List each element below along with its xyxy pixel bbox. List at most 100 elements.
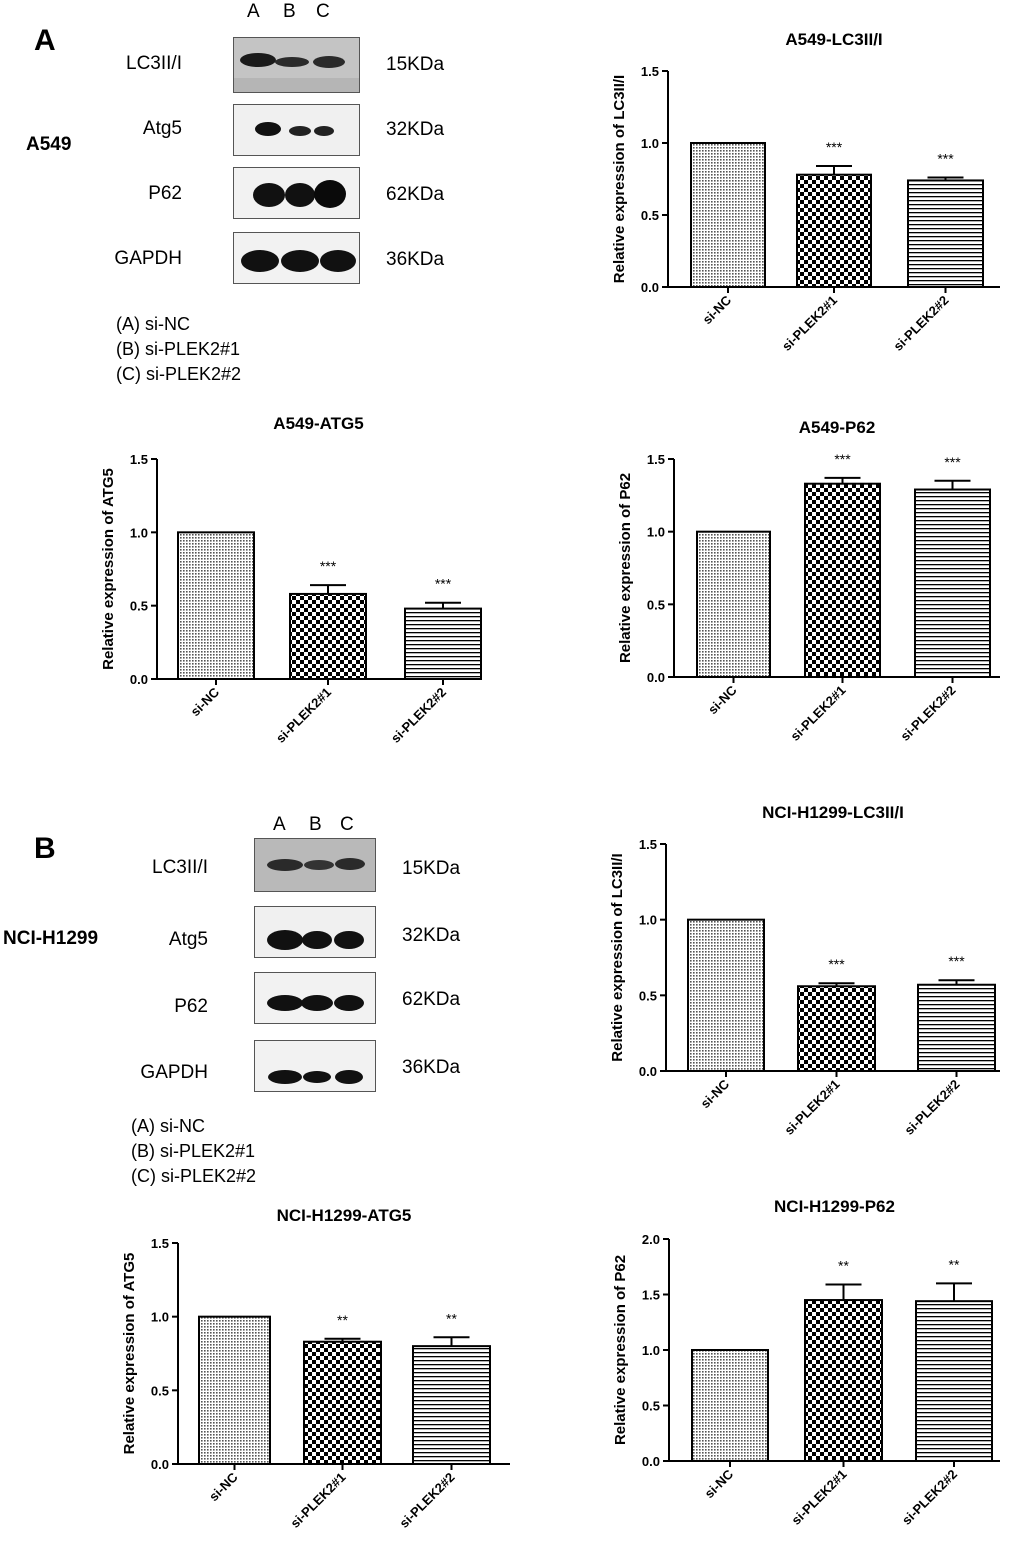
y-tick-label: 1.5 — [641, 64, 659, 79]
significance-label: *** — [937, 151, 954, 167]
significance-label: *** — [435, 576, 452, 592]
significance-label: ** — [949, 1256, 960, 1272]
bar — [804, 1299, 883, 1463]
y-tick-label: 0.0 — [130, 672, 148, 687]
legend-line-a: (A) si-NC — [116, 314, 190, 334]
y-tick-label: 1.5 — [151, 1236, 169, 1251]
chart-title: A549-ATG5 — [273, 414, 363, 433]
significance-label: *** — [826, 139, 843, 155]
bar — [690, 142, 766, 288]
legend-line-c: (C) si-PLEK2#2 — [131, 1166, 257, 1186]
y-tick-label: 1.0 — [647, 525, 665, 540]
protein-label-lc3: LC3II/I — [152, 857, 208, 878]
y-axis-label: Relative expression of LC3II/I — [611, 75, 628, 283]
category-label: si-NC — [702, 1466, 737, 1501]
y-tick-label: 0.5 — [130, 599, 148, 614]
protein-label-atg5: Atg5 — [168, 929, 208, 950]
y-tick-label: 2.0 — [642, 1232, 660, 1247]
kda-label-gapdh: 36KDa — [402, 1057, 461, 1078]
protein-label-gapdh: GAPDH — [114, 248, 182, 269]
significance-label: ** — [838, 1258, 849, 1274]
category-label: si-PLEK2#1 — [788, 1467, 849, 1528]
blot-lc3-a549 — [233, 37, 360, 93]
kda-label-lc3: 15KDa — [402, 858, 461, 879]
kda-label-atg5: 32KDa — [402, 925, 461, 946]
blot-p62-a549 — [233, 167, 360, 219]
legend-line-c: (C) si-PLEK2#2 — [116, 364, 242, 384]
y-tick-label: 0.5 — [639, 988, 657, 1003]
y-tick-label: 0.5 — [151, 1383, 169, 1398]
legend-line-a: (A) si-NC — [131, 1116, 205, 1136]
kda-label-lc3: 15KDa — [386, 54, 445, 75]
lane-label-c: C — [316, 1, 330, 22]
y-tick-label: 0.5 — [642, 1399, 660, 1414]
y-tick-label: 0.0 — [642, 1454, 660, 1469]
y-tick-label: 0.5 — [641, 208, 659, 223]
y-axis-label: Relative expression of ATG5 — [121, 1253, 138, 1455]
bar — [687, 918, 765, 1073]
significance-label: *** — [948, 953, 965, 969]
panel-letter-b: B — [34, 832, 56, 865]
protein-label-p62: P62 — [174, 996, 208, 1017]
protein-label-atg5: Atg5 — [142, 118, 182, 139]
legend-line-b: (B) si-PLEK2#1 — [116, 339, 241, 359]
significance-label: *** — [320, 558, 337, 574]
y-tick-label: 1.0 — [642, 1343, 660, 1358]
significance-label: *** — [828, 956, 845, 972]
y-tick-label: 1.0 — [639, 913, 657, 928]
lane-label-a: A — [247, 1, 260, 22]
y-tick-label: 0.0 — [151, 1457, 169, 1472]
cell-line-label-a549: A549 — [26, 134, 72, 155]
lane-label-c: C — [340, 814, 354, 835]
lane-label-a: A — [273, 814, 286, 835]
y-axis-label: Relative expression of P62 — [617, 473, 634, 663]
y-tick-label: 1.5 — [647, 452, 665, 467]
chart-title: NCI-H1299-P62 — [774, 1197, 895, 1216]
y-tick-label: 1.5 — [130, 452, 148, 467]
bar — [915, 1300, 993, 1463]
y-tick-label: 1.0 — [641, 136, 659, 151]
y-tick-label: 0.5 — [647, 597, 665, 612]
bar — [691, 1349, 769, 1462]
significance-label: *** — [944, 454, 961, 470]
y-tick-label: 1.0 — [130, 525, 148, 540]
panel-letter-a: A — [34, 24, 56, 57]
kda-label-p62: 62KDa — [386, 184, 445, 205]
kda-label-gapdh: 36KDa — [386, 249, 445, 270]
y-axis-label: Relative expression of ATG5 — [100, 468, 117, 670]
protein-label-lc3: LC3II/I — [126, 53, 182, 74]
chart-title: A549-P62 — [799, 418, 876, 437]
blot-atg5-nci-h1299 — [254, 906, 376, 958]
y-tick-label: 1.0 — [151, 1310, 169, 1325]
category-label: si-PLEK2#2 — [899, 1467, 960, 1528]
protein-label-gapdh: GAPDH — [140, 1062, 208, 1083]
bar — [797, 985, 876, 1073]
bar — [198, 1315, 271, 1465]
bar — [177, 531, 255, 680]
kda-label-p62: 62KDa — [402, 989, 461, 1010]
blot-lc3-nci-h1299 — [254, 838, 376, 892]
blot-gapdh-a549 — [233, 232, 360, 284]
y-tick-label: 0.0 — [639, 1064, 657, 1079]
blot-gapdh-nci-h1299 — [254, 1040, 376, 1092]
chart-title: A549-LC3II/I — [785, 30, 882, 49]
bar — [404, 607, 482, 680]
bar — [289, 592, 367, 681]
cell-line-label-nci-h1299: NCI-H1299 — [3, 928, 99, 949]
lane-label-b: B — [283, 1, 296, 22]
significance-label: ** — [446, 1310, 457, 1326]
significance-label: ** — [337, 1312, 348, 1328]
y-tick-label: 0.0 — [647, 670, 665, 685]
chart-title: NCI-H1299-LC3II/I — [762, 803, 904, 822]
bar — [804, 482, 881, 678]
y-tick-label: 1.5 — [642, 1288, 660, 1303]
protein-label-p62: P62 — [148, 183, 182, 204]
lane-label-b: B — [309, 814, 322, 835]
y-axis-label: Relative expression of P62 — [612, 1255, 629, 1445]
